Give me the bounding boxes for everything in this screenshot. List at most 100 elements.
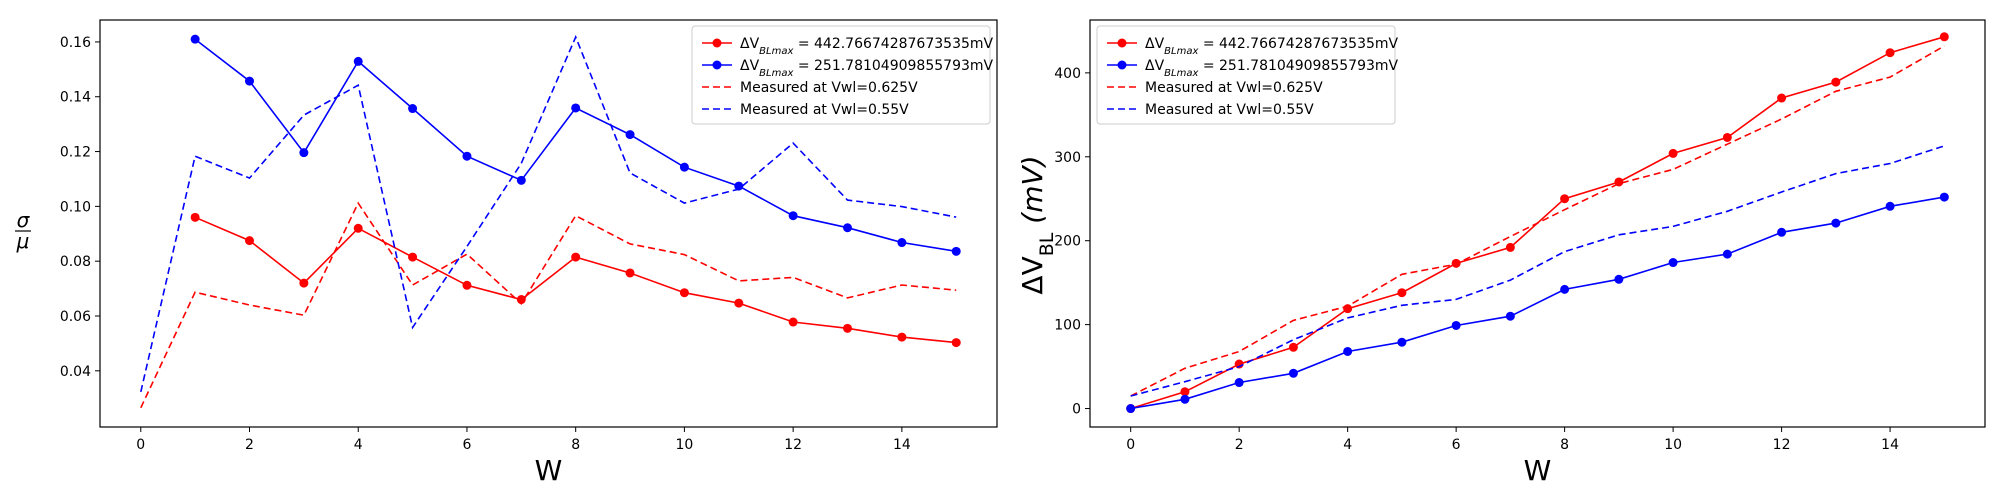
x-tick-label: 14: [1881, 437, 1899, 453]
x-tick-label: 2: [245, 437, 254, 453]
data-point: [245, 236, 254, 246]
data-point: [1180, 387, 1190, 397]
data-point: [1397, 288, 1407, 298]
y-label-denominator: μ: [16, 229, 30, 253]
y-label-numerator: σ: [17, 208, 31, 232]
data-point: [734, 181, 744, 191]
data-point: [1126, 404, 1136, 414]
y-tick-label: 300: [1054, 150, 1081, 166]
x-tick-label: 12: [784, 437, 802, 453]
data-point: [1343, 346, 1353, 356]
data-point: [1722, 132, 1732, 142]
chart-panel-2: 0 2 4 6 8 10 12 14 0 100 200 300 400 W ΔVBL (mV) ΔVBLma…: [1016, 19, 1986, 487]
x-tick-label: 6: [1452, 437, 1461, 453]
x-tick-label: 4: [354, 437, 363, 453]
data-point: [353, 56, 363, 66]
data-point: [408, 252, 418, 262]
data-point: [843, 323, 852, 333]
data-point: [245, 76, 254, 86]
chart-panel-1: 0 2 4 6 8 10 12 14 0.04 0.06 0.08 0.10 0.12 0.14 0.16 W…: [15, 19, 998, 487]
y-tick-label: 0.12: [60, 145, 91, 161]
y-tick-label: 0.14: [60, 90, 91, 106]
legend-entry-label: Measured at Vwl=0.625V: [740, 80, 918, 96]
y-tick-label: 0.10: [60, 199, 91, 215]
data-point: [1777, 93, 1787, 103]
data-point: [625, 130, 635, 140]
legend-entry-label: ΔVBLmax = 442.76674287673535mV: [740, 36, 994, 57]
x-tick-label: 10: [1664, 437, 1682, 453]
y-axis-label: ΔVBL (mV): [1016, 155, 1058, 294]
data-point: [299, 278, 309, 288]
data-point: [679, 288, 689, 298]
legend-swatch-marker: [712, 60, 722, 70]
y-tick-label: 400: [1054, 66, 1081, 82]
data-point: [1831, 218, 1841, 228]
data-point: [951, 338, 961, 348]
legend-entry-label: ΔVBLmax = 251.78104909855793mV: [1145, 58, 1399, 79]
data-point: [299, 148, 309, 158]
series-line-3: [140, 201, 957, 409]
series-line-2: [1130, 196, 1945, 410]
legend-swatch-marker: [1117, 60, 1127, 70]
data-point: [1668, 148, 1678, 158]
series-line-3: [1130, 45, 1945, 397]
x-axis-label: W: [1524, 454, 1552, 487]
plot-frame: [99, 19, 998, 428]
series-line-4: [140, 34, 957, 393]
data-point: [1505, 242, 1515, 252]
x-tick-label: 4: [1343, 437, 1352, 453]
data-point: [1397, 337, 1407, 347]
data-point: [1885, 201, 1895, 211]
data-point: [190, 34, 200, 44]
data-point: [625, 268, 635, 278]
y-tick-label: 0: [1072, 402, 1081, 418]
legend-entry-label: Measured at Vwl=0.625V: [1145, 80, 1323, 96]
series-line-4: [1130, 145, 1945, 397]
data-point: [1777, 227, 1787, 237]
legend-entry-label: ΔVBLmax = 251.78104909855793mV: [740, 58, 994, 79]
y-tick-label: 200: [1054, 234, 1081, 250]
data-point: [1288, 342, 1298, 352]
data-point: [462, 151, 472, 161]
data-point: [788, 211, 798, 221]
data-point: [1885, 48, 1895, 58]
data-point: [408, 104, 418, 114]
x-tick-label: 14: [893, 437, 911, 453]
data-point: [1939, 192, 1949, 202]
data-point: [1560, 194, 1570, 204]
data-point: [1722, 249, 1732, 259]
data-point: [1614, 274, 1624, 284]
x-tick-label: 8: [571, 437, 580, 453]
data-point: [571, 252, 581, 262]
x-tick-label: 2: [1235, 437, 1244, 453]
data-point: [1505, 311, 1515, 321]
data-point: [1831, 77, 1841, 87]
legend-box: [691, 25, 991, 125]
series-line-1: [194, 216, 957, 344]
y-tick-label: 0.04: [60, 364, 91, 380]
data-point: [679, 162, 689, 172]
data-point: [462, 280, 472, 290]
data-point: [1939, 32, 1949, 42]
x-tick-label: 0: [1126, 437, 1135, 453]
data-point: [1451, 320, 1461, 330]
data-point: [1668, 258, 1678, 268]
x-tick-label: 10: [675, 437, 693, 453]
data-point: [571, 103, 581, 113]
data-point: [897, 238, 907, 248]
data-point: [353, 223, 363, 233]
x-tick-label: 0: [136, 437, 145, 453]
data-point: [843, 223, 852, 233]
data-point: [1288, 368, 1298, 378]
y-tick-label: 0.08: [60, 254, 91, 270]
plot-frame: [1089, 19, 1986, 428]
data-point: [516, 175, 526, 185]
legend-swatch-marker: [712, 38, 722, 48]
y-axis-label: σμ: [15, 208, 31, 253]
data-point: [190, 212, 200, 222]
y-tick-label: 100: [1054, 318, 1081, 334]
